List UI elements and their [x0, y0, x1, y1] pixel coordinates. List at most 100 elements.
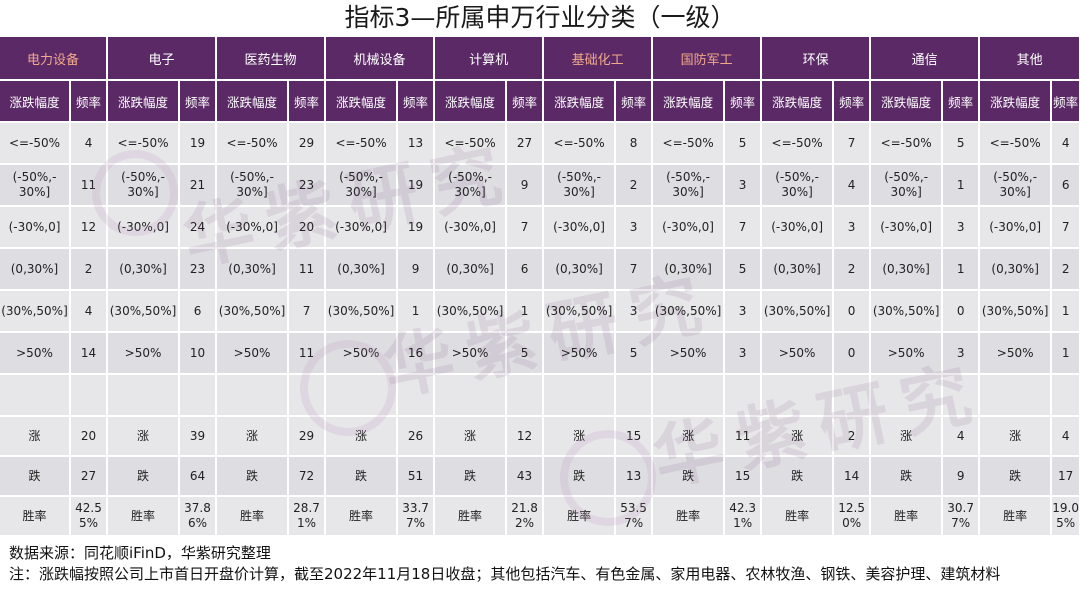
range-cell: <=-50%	[761, 122, 835, 165]
win-rate-label-cell: 胜率	[979, 496, 1053, 537]
frequency-cell: 4	[833, 164, 872, 207]
frequency-cell: 7	[1051, 206, 1080, 249]
range-cell: <=-50%	[0, 122, 71, 165]
fall-label-cell: 跌	[434, 456, 508, 497]
range-cell: (0,30%]	[0, 248, 71, 291]
range-cell: (0,30%]	[325, 248, 399, 291]
range-cell: (-50%,- 30%]	[979, 164, 1053, 207]
frequency-cell: 1	[397, 290, 436, 333]
table-row: (-30%,0] 12 (-30%,0] 24 (-30%,0] 20 (-30%,0] 19…	[0, 206, 1080, 249]
range-cell: <=-50%	[434, 122, 508, 165]
fall-count-cell: 14	[833, 456, 872, 497]
frequency-column-header: 频率	[833, 80, 872, 123]
empty-cell	[179, 374, 218, 417]
range-cell: (-50%,- 30%]	[761, 164, 835, 207]
range-cell: >50%	[761, 332, 835, 375]
frequency-cell: 4	[1051, 122, 1080, 165]
rise-count-cell: 2	[833, 416, 872, 457]
fall-label-cell: 跌	[761, 456, 835, 497]
range-cell: >50%	[107, 332, 181, 375]
range-cell: (30%,50%]	[652, 290, 726, 333]
win-rate-cell: 42.5 5%	[70, 496, 109, 537]
empty-cell	[833, 374, 872, 417]
empty-cell	[70, 374, 109, 417]
range-cell: >50%	[0, 332, 71, 375]
empty-cell	[615, 374, 654, 417]
frequency-cell: 23	[288, 164, 327, 207]
win-rate-cell: 37.8 6%	[179, 496, 218, 537]
industry-performance-table: 电力设备 电子 医药生物 机械设备 计算机 基础化工 国防军工 环保 通信 其他 涨跌幅度 频率 涨跌…	[0, 37, 1080, 537]
win-rate-cell: 30.7 7%	[942, 496, 981, 537]
frequency-column-header: 频率	[942, 80, 981, 123]
frequency-cell: 7	[288, 290, 327, 333]
range-cell: (30%,50%]	[0, 290, 71, 333]
range-cell: (-30%,0]	[325, 206, 399, 249]
frequency-cell: 1	[1051, 332, 1080, 375]
range-cell: (-30%,0]	[870, 206, 944, 249]
empty-cell	[0, 374, 71, 417]
frequency-cell: 0	[833, 290, 872, 333]
fall-count-cell: 9	[942, 456, 981, 497]
rise-label-cell: 涨	[761, 416, 835, 457]
range-cell: (0,30%]	[434, 248, 508, 291]
range-cell: (-50%,- 30%]	[0, 164, 71, 207]
frequency-cell: 4	[70, 290, 109, 333]
empty-cell	[761, 374, 835, 417]
rise-label-cell: 涨	[107, 416, 181, 457]
fall-label-cell: 跌	[107, 456, 181, 497]
range-cell: (-50%,- 30%]	[870, 164, 944, 207]
range-cell: (30%,50%]	[870, 290, 944, 333]
industry-header: 医药生物	[216, 37, 327, 81]
frequency-cell: 0	[833, 332, 872, 375]
frequency-cell: 5	[942, 122, 981, 165]
range-column-header: 涨跌幅度	[325, 80, 399, 123]
empty-cell	[979, 374, 1053, 417]
win-rate-cell: 12.5 0%	[833, 496, 872, 537]
frequency-cell: 6	[506, 248, 545, 291]
win-rate-cell: 28.7 1%	[288, 496, 327, 537]
rise-label-cell: 涨	[979, 416, 1053, 457]
frequency-cell: 7	[724, 206, 763, 249]
frequency-column-header: 频率	[724, 80, 763, 123]
win-rate-cell: 33.7 7%	[397, 496, 436, 537]
industry-header-row: 电力设备 电子 医药生物 机械设备 计算机 基础化工 国防军工 环保 通信 其他	[0, 37, 1080, 81]
fall-label-cell: 跌	[870, 456, 944, 497]
frequency-cell: 2	[833, 248, 872, 291]
fall-count-cell: 43	[506, 456, 545, 497]
range-cell: >50%	[543, 332, 617, 375]
industry-header: 基础化工	[543, 37, 654, 81]
footer-notes: 数据来源：同花顺iFinD，华紫研究整理 注：涨跌幅按照公司上市首日开盘价计算，…	[9, 543, 1075, 585]
frequency-cell: 13	[397, 122, 436, 165]
frequency-cell: 3	[942, 332, 981, 375]
win-rate-cell: 19.0 5%	[1051, 496, 1080, 537]
empty-cell	[870, 374, 944, 417]
frequency-cell: 3	[724, 290, 763, 333]
range-cell: (-30%,0]	[652, 206, 726, 249]
frequency-cell: 29	[288, 122, 327, 165]
frequency-cell: 21	[179, 164, 218, 207]
range-cell: (0,30%]	[761, 248, 835, 291]
industry-header: 电子	[107, 37, 218, 81]
fall-label-cell: 跌	[0, 456, 71, 497]
frequency-cell: 6	[179, 290, 218, 333]
data-source-note: 数据来源：同花顺iFinD，华紫研究整理	[9, 544, 271, 562]
range-cell: (30%,50%]	[979, 290, 1053, 333]
range-cell: >50%	[870, 332, 944, 375]
range-cell: <=-50%	[107, 122, 181, 165]
range-cell: (0,30%]	[652, 248, 726, 291]
industry-header: 环保	[761, 37, 872, 81]
range-cell: (-50%,- 30%]	[652, 164, 726, 207]
win-rate-cell: 42.3 1%	[724, 496, 763, 537]
frequency-cell: 27	[506, 122, 545, 165]
industry-header: 其他	[979, 37, 1080, 81]
frequency-cell: 5	[724, 248, 763, 291]
spacer-row	[0, 374, 1080, 417]
range-cell: (30%,50%]	[434, 290, 508, 333]
rise-label-cell: 涨	[870, 416, 944, 457]
frequency-cell: 6	[1051, 164, 1080, 207]
rise-count-cell: 11	[724, 416, 763, 457]
watermark-logo-ring	[92, 150, 178, 236]
win-rate-label-cell: 胜率	[434, 496, 508, 537]
frequency-cell: 3	[615, 206, 654, 249]
watermark-logo-ring	[560, 430, 656, 526]
